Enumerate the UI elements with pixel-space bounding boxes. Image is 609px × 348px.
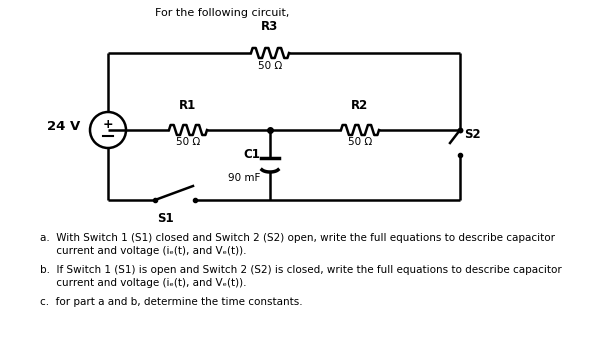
Text: 50 Ω: 50 Ω	[258, 61, 282, 71]
Text: 50 Ω: 50 Ω	[348, 137, 372, 147]
Text: 90 mF: 90 mF	[228, 173, 260, 183]
Text: S1: S1	[157, 212, 174, 225]
Text: S2: S2	[464, 128, 481, 141]
Text: +: +	[103, 118, 113, 130]
Text: C1: C1	[243, 149, 260, 161]
Text: R2: R2	[351, 99, 368, 112]
Text: For the following circuit,: For the following circuit,	[155, 8, 289, 18]
Text: 24 V: 24 V	[47, 119, 80, 133]
Text: b.  If Switch 1 (S1) is open and Switch 2 (S2) is closed, write the full equatio: b. If Switch 1 (S1) is open and Switch 2…	[40, 265, 561, 288]
Text: R3: R3	[261, 20, 279, 33]
Text: 50 Ω: 50 Ω	[176, 137, 200, 147]
Text: c.  for part a and b, determine the time constants.: c. for part a and b, determine the time …	[40, 297, 303, 307]
Text: R1: R1	[180, 99, 197, 112]
Text: a.  With Switch 1 (S1) closed and Switch 2 (S2) open, write the full equations t: a. With Switch 1 (S1) closed and Switch …	[40, 233, 555, 256]
